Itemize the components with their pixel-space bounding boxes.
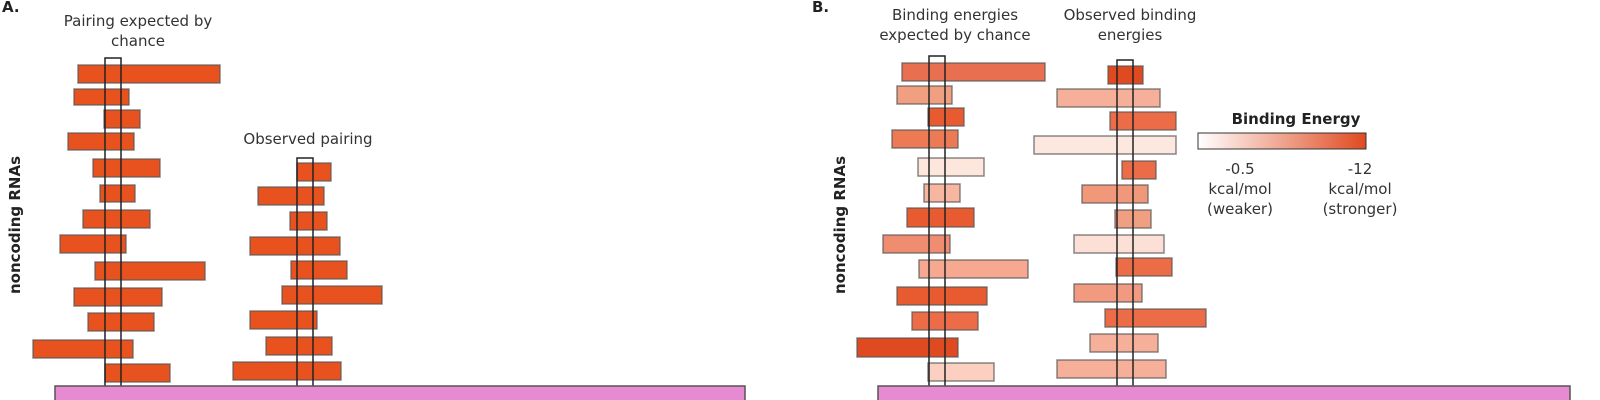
bar bbox=[1107, 65, 1144, 85]
bar bbox=[249, 310, 318, 330]
bar bbox=[1081, 184, 1149, 204]
group-title: Binding energies expected by chance bbox=[879, 6, 1030, 44]
bar bbox=[882, 234, 951, 254]
bar bbox=[1056, 88, 1161, 108]
bar bbox=[927, 362, 995, 382]
window-box bbox=[928, 55, 946, 400]
bar bbox=[896, 286, 988, 306]
bar bbox=[289, 211, 328, 231]
bar bbox=[77, 64, 221, 84]
bar bbox=[82, 209, 151, 229]
title-line: expected by chance bbox=[879, 26, 1030, 44]
bar bbox=[917, 157, 985, 177]
panel-label: B. bbox=[812, 0, 829, 16]
legend-label: (stronger) bbox=[1323, 200, 1398, 218]
bar bbox=[265, 336, 333, 356]
bar bbox=[32, 339, 134, 359]
legend-label: -12 bbox=[1348, 160, 1373, 178]
bar bbox=[290, 260, 348, 280]
title-line: Observed binding bbox=[1064, 6, 1197, 24]
bar bbox=[73, 88, 130, 106]
bar bbox=[1073, 234, 1165, 254]
group-title: Observed pairing bbox=[243, 130, 372, 148]
legend-label: kcal/mol bbox=[1208, 180, 1271, 198]
window-box bbox=[104, 57, 122, 400]
bar bbox=[1056, 359, 1167, 379]
bar bbox=[103, 109, 141, 129]
legend-label: (weaker) bbox=[1207, 200, 1273, 218]
bar bbox=[1109, 111, 1177, 131]
bars bbox=[32, 55, 1571, 400]
bar bbox=[1121, 160, 1157, 180]
bar bbox=[901, 62, 1046, 82]
bar bbox=[104, 363, 171, 383]
title-line: Binding energies bbox=[892, 6, 1018, 24]
bar bbox=[92, 158, 161, 178]
bar bbox=[99, 184, 136, 203]
bar bbox=[906, 207, 975, 228]
bar bbox=[257, 186, 325, 206]
bar bbox=[232, 361, 342, 381]
bar bbox=[67, 132, 135, 151]
bar bbox=[1033, 135, 1177, 155]
window-box bbox=[296, 157, 314, 400]
panel-label: A. bbox=[2, 0, 20, 16]
bar bbox=[73, 287, 163, 307]
bar bbox=[281, 285, 383, 305]
group-title: Observed binding energies bbox=[1064, 6, 1197, 44]
axis-label: noncoding RNAs bbox=[831, 156, 849, 294]
bar bbox=[918, 259, 1029, 279]
title-line: energies bbox=[1098, 26, 1163, 44]
bar bbox=[1073, 283, 1143, 303]
bar bbox=[896, 85, 953, 105]
legend-gradient bbox=[1197, 132, 1367, 150]
title-line: Pairing expected by bbox=[64, 12, 213, 30]
bar bbox=[59, 234, 127, 254]
mrna-bar bbox=[54, 385, 746, 400]
bar bbox=[249, 236, 341, 256]
bar bbox=[1115, 257, 1173, 277]
mrna-bar bbox=[877, 385, 1571, 400]
legend-title: Binding Energy bbox=[1232, 110, 1361, 128]
bar bbox=[856, 337, 959, 358]
bar bbox=[296, 162, 332, 182]
bar bbox=[891, 129, 959, 149]
axis-label: noncoding RNAs bbox=[6, 156, 24, 294]
bar bbox=[923, 183, 961, 203]
bar bbox=[1089, 333, 1159, 353]
title-line: chance bbox=[111, 32, 165, 50]
legend-label: -0.5 bbox=[1225, 160, 1254, 178]
group-title: Pairing expected by chance bbox=[64, 12, 213, 50]
bar bbox=[94, 261, 206, 281]
window-box bbox=[1116, 59, 1134, 400]
bar bbox=[1104, 308, 1207, 328]
legend-label: kcal/mol bbox=[1328, 180, 1391, 198]
bar bbox=[927, 107, 965, 127]
